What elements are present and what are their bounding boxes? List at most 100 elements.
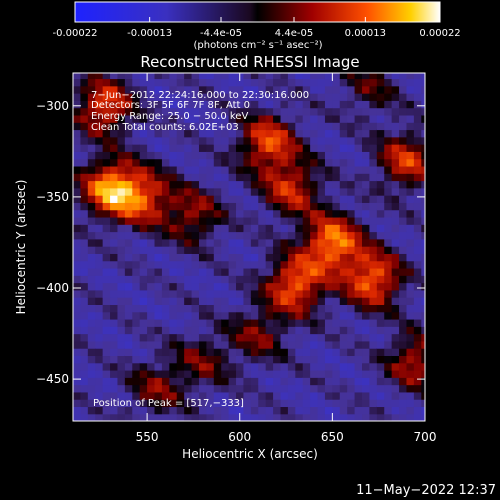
heatmap-cell (169, 304, 178, 313)
heatmap-cell (391, 114, 400, 123)
heatmap-cell (154, 100, 163, 109)
heatmap-cell (80, 173, 89, 182)
heatmap-cell (273, 85, 282, 94)
heatmap-cell (265, 209, 274, 218)
heatmap-cell (332, 369, 341, 378)
heatmap-cell (265, 195, 274, 203)
heatmap-cell (273, 289, 282, 298)
heatmap-cell (258, 78, 267, 87)
heatmap-cell (369, 399, 378, 408)
heatmap-cell (324, 260, 333, 269)
heatmap-cell (161, 275, 170, 284)
heatmap-cell (169, 187, 178, 196)
heatmap-cell (310, 340, 319, 349)
heatmap-cell (236, 187, 245, 196)
heatmap-cell (176, 93, 185, 101)
heatmap-cell (117, 151, 126, 160)
heatmap-cell (87, 253, 96, 262)
heatmap-cell (265, 173, 274, 182)
heatmap-cell (110, 399, 119, 408)
heatmap-cell (117, 391, 126, 400)
heatmap-cell (339, 369, 348, 378)
heatmap-cell (110, 216, 119, 225)
heatmap-cell (347, 413, 356, 421)
heatmap-cell (295, 384, 304, 393)
heatmap-cell (421, 333, 425, 342)
heatmap-cell (161, 260, 170, 269)
heatmap-cell (117, 165, 126, 174)
heatmap-cell (413, 238, 422, 247)
heatmap-cell (198, 187, 207, 196)
heatmap-cell (228, 282, 237, 291)
heatmap-cell (228, 158, 237, 167)
heatmap-cell (421, 151, 425, 160)
heatmap-cell (399, 224, 408, 233)
heatmap-cell (406, 340, 415, 349)
heatmap-cell (317, 267, 326, 276)
heatmap-cell (73, 384, 82, 393)
heatmap-cell (102, 362, 111, 371)
heatmap-cell (384, 289, 393, 298)
heatmap-cell (169, 355, 178, 364)
heatmap-cell (324, 267, 333, 276)
heatmap-cell (421, 369, 425, 378)
heatmap-cell (362, 260, 371, 269)
heatmap-cell (391, 326, 400, 335)
heatmap-cell (132, 340, 141, 349)
heatmap-cell (339, 275, 348, 284)
heatmap-cell (147, 224, 156, 233)
heatmap-cell (80, 362, 89, 371)
heatmap-cell (80, 311, 89, 320)
heatmap-cell (95, 340, 104, 349)
heatmap-cell (273, 231, 282, 240)
heatmap-cell (139, 340, 148, 349)
heatmap-cell (273, 202, 282, 211)
heatmap-cell (236, 158, 245, 167)
heatmap-cell (243, 85, 252, 94)
heatmap-cell (413, 246, 422, 254)
heatmap-cell (206, 107, 215, 116)
heatmap-cell (198, 348, 207, 357)
heatmap-cell (421, 297, 425, 305)
heatmap-cell (213, 224, 222, 233)
heatmap-cell (184, 238, 193, 247)
heatmap-cell (154, 304, 163, 313)
heatmap-cell (384, 122, 393, 131)
heatmap-cell (258, 231, 267, 240)
heatmap-cell (95, 326, 104, 335)
heatmap-cell (243, 136, 252, 145)
heatmap-cell (176, 73, 185, 80)
heatmap-cell (369, 384, 378, 393)
heatmap-cell (191, 144, 200, 152)
heatmap-cell (147, 369, 156, 378)
heatmap-cell (302, 158, 311, 167)
heatmap-cell (228, 202, 237, 211)
heatmap-cell (198, 202, 207, 211)
heatmap-cell (332, 195, 341, 203)
heatmap-cell (184, 348, 193, 357)
heatmap-cell (95, 165, 104, 174)
heatmap-cell (87, 311, 96, 320)
heatmap-cell (354, 85, 363, 94)
heatmap-cell (169, 275, 178, 284)
heatmap-cell (339, 173, 348, 182)
colorbar-unit-label: (photons cm⁻² s⁻¹ asec⁻²) (193, 40, 322, 51)
heatmap-cell (110, 318, 119, 327)
heatmap-cell (236, 165, 245, 174)
heatmap-cell (147, 122, 156, 131)
heatmap-cell (132, 136, 141, 145)
heatmap-cell (80, 246, 89, 254)
heatmap-cell (139, 78, 148, 87)
heatmap-cell (273, 304, 282, 313)
heatmap-cell (132, 114, 141, 123)
heatmap-cell (413, 136, 422, 145)
heatmap-cell (413, 377, 422, 386)
heatmap-cell (102, 85, 111, 94)
heatmap-cell (236, 224, 245, 233)
heatmap-cell (169, 333, 178, 342)
heatmap-cell (154, 216, 163, 225)
heatmap-cell (73, 85, 82, 94)
heatmap-cell (87, 107, 96, 116)
heatmap-cell (110, 348, 119, 357)
heatmap-cell (184, 100, 193, 109)
